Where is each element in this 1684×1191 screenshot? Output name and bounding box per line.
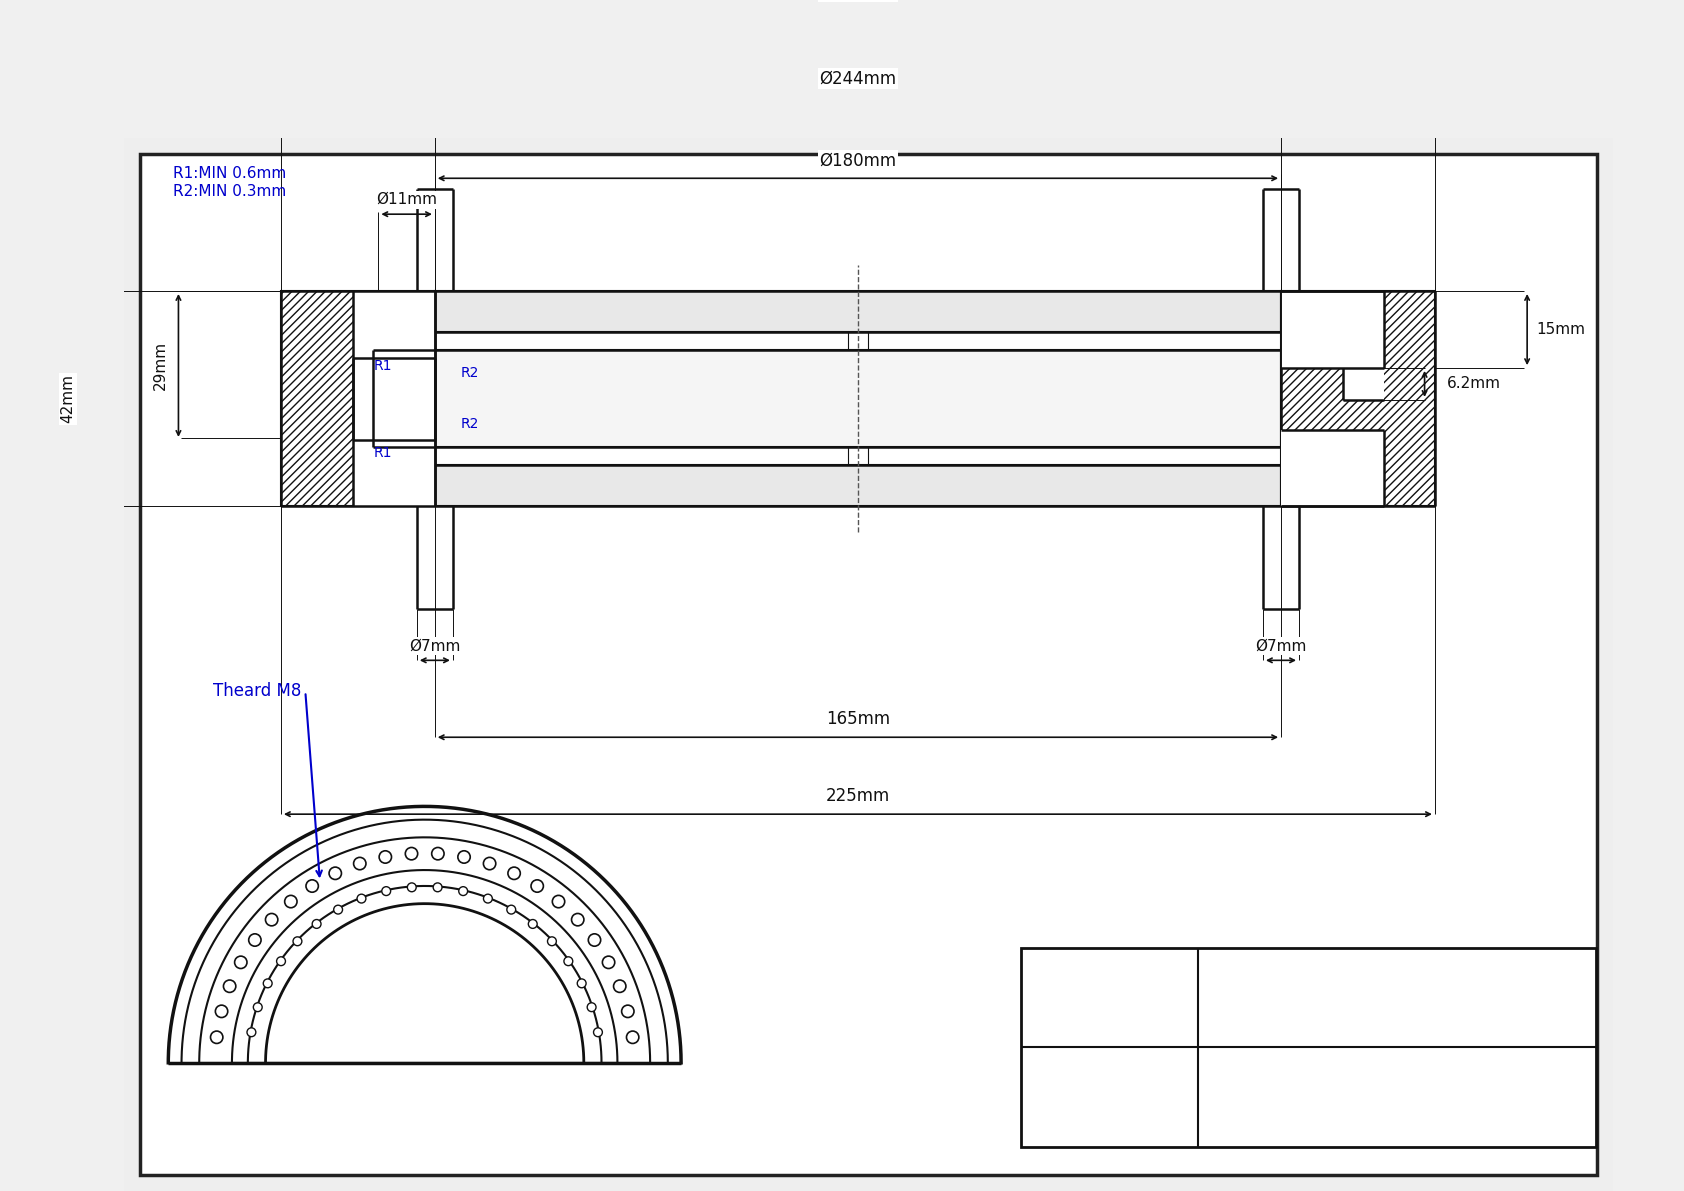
Text: R2: R2 [460,417,478,431]
Text: 29mm: 29mm [153,341,168,389]
Circle shape [224,980,236,992]
Circle shape [433,883,441,892]
Text: ®: ® [1150,973,1167,991]
Text: R1: R1 [374,360,392,374]
Circle shape [431,848,445,860]
Circle shape [483,894,492,903]
Circle shape [483,858,495,869]
Circle shape [312,919,322,928]
Circle shape [509,867,520,879]
Circle shape [285,896,296,908]
Circle shape [530,880,544,892]
Circle shape [379,850,391,863]
Bar [1282,291,1384,368]
Circle shape [248,1028,256,1036]
Bar [434,466,1282,506]
Circle shape [382,886,391,896]
Circle shape [306,880,318,892]
Bar [281,291,434,506]
Text: 15mm: 15mm [1536,322,1585,337]
Text: R2: R2 [460,366,478,380]
Circle shape [293,937,301,946]
Circle shape [357,894,365,903]
Circle shape [328,867,342,879]
Circle shape [552,896,564,908]
Text: 6.2mm: 6.2mm [1447,376,1500,392]
Circle shape [458,886,468,896]
Circle shape [626,1031,638,1043]
Text: 225mm: 225mm [825,787,891,805]
Text: R2:MIN 0.3mm: R2:MIN 0.3mm [173,183,286,199]
Circle shape [571,913,584,925]
Circle shape [253,1003,263,1011]
Bar [434,291,1282,332]
Circle shape [249,934,261,946]
Text: Theard M8: Theard M8 [212,682,301,700]
Bar [354,357,434,506]
Text: SHANGHAI LILY BEARING LIMITED: SHANGHAI LILY BEARING LIMITED [1248,974,1548,992]
Circle shape [578,979,586,987]
Circle shape [408,883,416,892]
Circle shape [333,905,342,913]
Circle shape [458,850,470,863]
Text: Ø11mm: Ø11mm [376,192,438,207]
Circle shape [234,956,248,968]
Text: 165mm: 165mm [825,710,889,729]
Text: Ø244mm: Ø244mm [820,69,896,87]
Circle shape [603,956,615,968]
Text: Ø7mm: Ø7mm [409,638,460,653]
Circle shape [210,1031,222,1043]
Text: Axial-radial Cylindrical Roller Bearings: Axial-radial Cylindrical Roller Bearings [1251,1116,1543,1130]
Circle shape [276,956,286,966]
Circle shape [529,919,537,928]
Circle shape [621,1005,633,1017]
Circle shape [588,934,601,946]
Bar [1282,430,1384,506]
Text: 42mm: 42mm [61,374,76,423]
Circle shape [263,979,273,987]
Circle shape [406,848,418,860]
Circle shape [354,858,365,869]
Text: NRT 180 B: NRT 180 B [1332,1073,1462,1093]
Bar [1282,291,1435,506]
Text: R1: R1 [374,445,392,460]
Circle shape [216,1005,227,1017]
Text: Ø7mm: Ø7mm [1255,638,1307,653]
Bar [1022,948,1596,1147]
Circle shape [547,937,556,946]
Circle shape [593,1028,603,1036]
Circle shape [564,956,573,966]
Circle shape [266,913,278,925]
Bar [434,350,1282,448]
Text: Ø180mm: Ø180mm [820,151,896,169]
Text: LILY: LILY [1061,977,1159,1019]
Text: R1:MIN 0.6mm: R1:MIN 0.6mm [173,167,286,181]
Circle shape [507,905,515,913]
Circle shape [588,1003,596,1011]
Bar [1342,368,1384,400]
Circle shape [613,980,626,992]
Text: Email: lilybearing@lily-bearing.com: Email: lilybearing@lily-bearing.com [1261,1016,1532,1031]
Text: Part
Number: Part Number [1076,1072,1143,1110]
Bar [354,291,434,439]
